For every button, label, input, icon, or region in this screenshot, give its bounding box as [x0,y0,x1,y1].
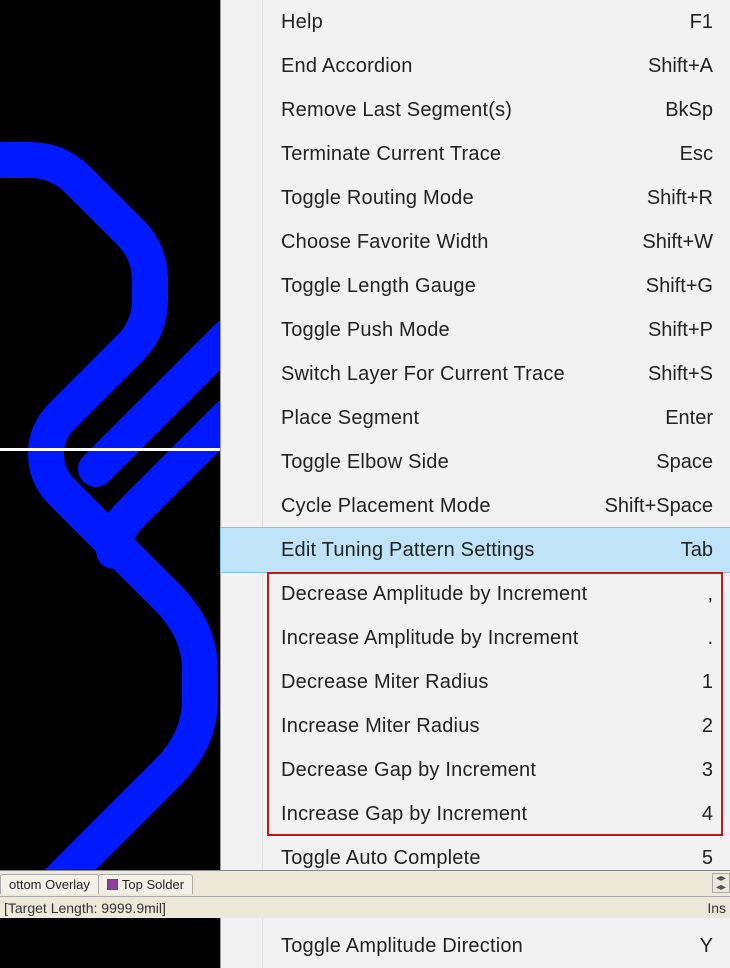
menu-item-shortcut: F1 [623,11,713,34]
menu-item-shortcut: 1 [623,671,713,694]
menu-item-label: Decrease Miter Radius [281,671,623,694]
menu-item-shortcut: Shift+A [623,55,713,78]
menu-item-shortcut: Shift+S [623,363,713,386]
layer-tab-label: Top Solder [122,877,184,892]
menu-items-list: HelpF1End AccordionShift+ARemove Last Se… [221,0,730,968]
menu-item[interactable]: Cycle Placement ModeShift+Space [221,484,730,528]
menu-item-label: Increase Amplitude by Increment [281,627,623,650]
menu-item-shortcut: 2 [623,715,713,738]
menu-item-label: End Accordion [281,55,623,78]
menu-item-shortcut: 5 [623,847,713,870]
menu-item-shortcut: Esc [623,143,713,166]
menu-item-shortcut: Tab [623,539,713,562]
menu-item-label: Decrease Amplitude by Increment [281,583,623,606]
tab-scroll-buttons[interactable]: ◂▸◂▸ [712,873,730,893]
menu-item-label: Remove Last Segment(s) [281,99,623,122]
menu-item-shortcut: Shift+G [623,275,713,298]
canvas-divider [0,448,220,451]
menu-item[interactable]: Toggle Push ModeShift+P [221,308,730,352]
menu-item[interactable]: Choose Favorite WidthShift+W [221,220,730,264]
menu-item-label: Help [281,11,623,34]
menu-item-label: Toggle Push Mode [281,319,623,342]
menu-item-shortcut: Shift+R [623,187,713,210]
trace-path [0,160,220,870]
menu-item-label: Toggle Elbow Side [281,451,623,474]
menu-item-shortcut: BkSp [623,99,713,122]
layer-swatch-icon [107,879,118,890]
menu-item-label: Choose Favorite Width [281,231,623,254]
menu-item-shortcut: Shift+W [623,231,713,254]
menu-item-shortcut: 3 [623,759,713,782]
layer-tab[interactable]: Top Solder [98,874,193,894]
bottom-bar: ottom Overlay Top Solder ◂▸◂▸ [Target Len… [0,870,730,918]
menu-item-label: Toggle Amplitude Direction [281,935,623,958]
menu-item[interactable]: Terminate Current TraceEsc [221,132,730,176]
menu-item[interactable]: Decrease Miter Radius1 [221,660,730,704]
menu-item[interactable]: Switch Layer For Current TraceShift+S [221,352,730,396]
menu-item-label: Increase Miter Radius [281,715,623,738]
menu-item[interactable]: Decrease Gap by Increment3 [221,748,730,792]
menu-item-label: Increase Gap by Increment [281,803,623,826]
status-bar: [Target Length: 9999.9mil] Ins [0,896,730,918]
menu-item-label: Edit Tuning Pattern Settings [281,539,623,562]
layer-tab-label: ottom Overlay [9,877,90,892]
layer-tabs: ottom Overlay Top Solder [0,873,192,895]
menu-item[interactable]: Toggle Length GaugeShift+G [221,264,730,308]
menu-item-shortcut: Shift+P [623,319,713,342]
menu-item-label: Toggle Routing Mode [281,187,623,210]
menu-item[interactable]: Toggle Amplitude DirectionY [221,924,730,968]
layer-tab[interactable]: ottom Overlay [0,874,99,894]
menu-item-label: Place Segment [281,407,623,430]
menu-item-label: Decrease Gap by Increment [281,759,623,782]
menu-item-label: Toggle Length Gauge [281,275,623,298]
menu-item[interactable]: Place SegmentEnter [221,396,730,440]
menu-item[interactable]: Remove Last Segment(s)BkSp [221,88,730,132]
menu-item[interactable]: Toggle Routing ModeShift+R [221,176,730,220]
menu-item-shortcut: Y [623,935,713,958]
context-menu: HelpF1End AccordionShift+ARemove Last Se… [220,0,730,968]
menu-item[interactable]: Increase Miter Radius2 [221,704,730,748]
menu-item-shortcut: Enter [623,407,713,430]
menu-item[interactable]: Decrease Amplitude by Increment, [221,572,730,616]
menu-item[interactable]: HelpF1 [221,0,730,44]
menu-item-shortcut: 4 [623,803,713,826]
menu-item-label: Toggle Auto Complete [281,847,623,870]
menu-item-label: Terminate Current Trace [281,143,623,166]
menu-item[interactable]: End AccordionShift+A [221,44,730,88]
menu-item-shortcut: , [623,583,713,606]
status-target-length: [Target Length: 9999.9mil] [4,900,166,916]
menu-item[interactable]: Toggle Elbow SideSpace [221,440,730,484]
menu-item[interactable]: Edit Tuning Pattern SettingsTab [221,528,730,572]
menu-item-shortcut: . [623,627,713,650]
menu-item-shortcut: Shift+Space [605,495,713,518]
routed-trace [0,0,220,870]
menu-item[interactable]: Increase Gap by Increment4 [221,792,730,836]
menu-item-shortcut: Space [623,451,713,474]
menu-item-label: Cycle Placement Mode [281,495,605,518]
status-mode: Ins [707,900,726,916]
menu-item[interactable]: Increase Amplitude by Increment. [221,616,730,660]
menu-item-label: Switch Layer For Current Trace [281,363,623,386]
pcb-canvas[interactable] [0,0,220,918]
